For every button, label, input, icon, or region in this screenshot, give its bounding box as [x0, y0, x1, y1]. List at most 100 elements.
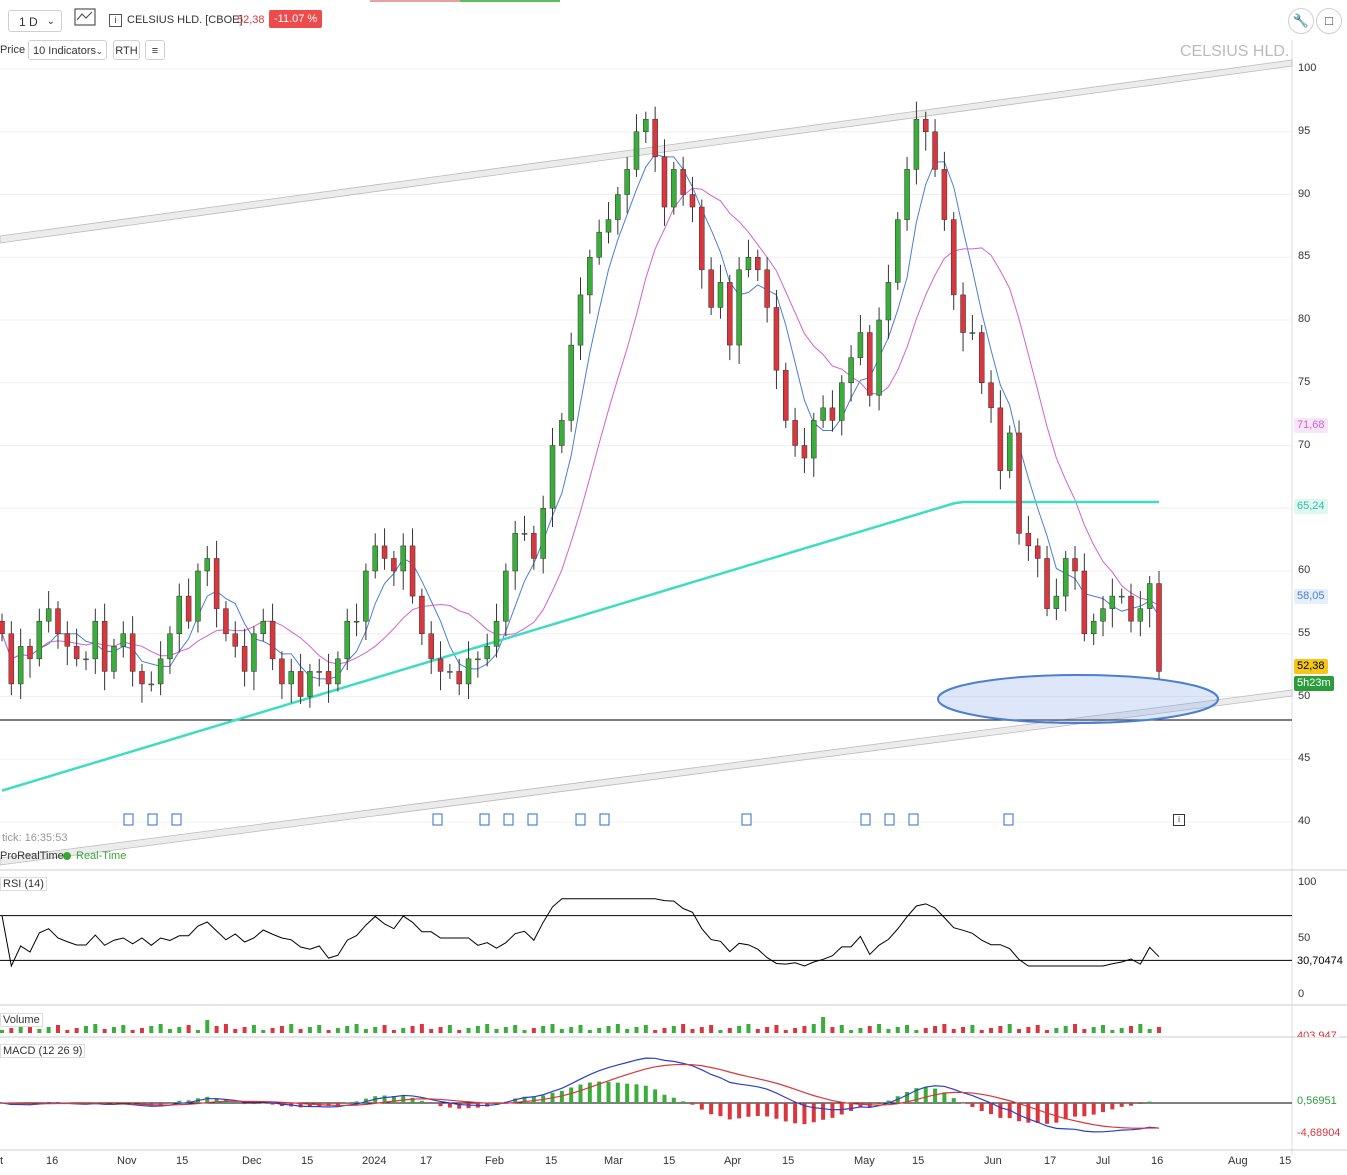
- indicators-label: 10 Indicators: [33, 45, 96, 57]
- macd-histogram-bar: [849, 1103, 854, 1111]
- list-icon[interactable]: ≡: [145, 40, 165, 60]
- candle-body: [1034, 545, 1041, 559]
- volume-bar: [494, 1029, 499, 1033]
- macd-histogram-bar: [1101, 1103, 1106, 1113]
- volume-bar: [737, 1026, 742, 1033]
- macd-histogram-bar: [774, 1103, 779, 1119]
- volume-bar: [121, 1025, 126, 1033]
- y-tick-label: 75: [1298, 375, 1311, 388]
- volume-bar: [559, 1029, 564, 1033]
- candle-body: [344, 620, 350, 660]
- candle-body: [1044, 558, 1050, 609]
- feed-status: Real-Time: [76, 850, 127, 862]
- macd-histogram-bar: [438, 1103, 443, 1107]
- candle-body: [829, 407, 836, 421]
- change-badge: -11.07 %: [269, 10, 323, 28]
- macd-histogram-bar: [447, 1103, 452, 1108]
- volume-bar: [55, 1025, 60, 1033]
- news-icon: [575, 813, 586, 826]
- macd-histogram-bar: [1119, 1103, 1124, 1107]
- macd-histogram-bar: [55, 1102, 60, 1103]
- candle-body: [1090, 620, 1097, 635]
- volume-bar: [933, 1026, 938, 1033]
- news-icon: [599, 813, 610, 826]
- macd-histogram-bar: [550, 1092, 555, 1103]
- candle-body: [101, 620, 108, 672]
- volume-bar: [37, 1029, 42, 1033]
- macd-histogram-bar: [195, 1098, 200, 1103]
- macd-histogram-bar: [382, 1095, 387, 1103]
- news-icon: [527, 813, 538, 826]
- volume-bar: [634, 1027, 639, 1033]
- info-square-icon[interactable]: i: [1173, 814, 1185, 826]
- x-tick-label: Apr: [724, 1155, 742, 1167]
- candle-body: [783, 369, 789, 421]
- macd-histogram-bar: [335, 1103, 340, 1105]
- candle-body: [148, 683, 155, 686]
- indicators-select[interactable]: 10 Indicators ⌄: [28, 40, 107, 60]
- candle-body: [111, 646, 117, 672]
- candle-body: [755, 257, 761, 271]
- volume-bar: [158, 1024, 163, 1033]
- macd-histogram-bar: [102, 1103, 107, 1104]
- candle-body: [64, 633, 71, 647]
- volume-bar: [9, 1028, 14, 1033]
- candle-body: [1128, 595, 1134, 622]
- info-icon[interactable]: i: [109, 14, 122, 27]
- candle-body: [913, 118, 920, 170]
- volume-bar: [839, 1025, 844, 1033]
- timeframe-select[interactable]: 1 D ⌄: [8, 10, 62, 32]
- candle-body: [27, 646, 33, 660]
- volume-bar: [569, 1027, 574, 1033]
- ma-pink-tag: 71,68: [1294, 418, 1328, 433]
- macd-histogram-bar: [1091, 1103, 1096, 1115]
- price-button[interactable]: Price: [0, 44, 26, 56]
- volume-bar: [429, 1029, 434, 1033]
- x-tick-label: 15: [176, 1155, 189, 1167]
- candle-body: [857, 332, 864, 358]
- volume-bar: [289, 1024, 294, 1033]
- volume-bar: [457, 1030, 462, 1033]
- macd-histogram-bar: [457, 1103, 462, 1109]
- volume-bar: [242, 1027, 247, 1033]
- volume-bar: [1110, 1030, 1115, 1033]
- macd-histogram-bar: [251, 1103, 256, 1105]
- x-tick-label: Aug: [1228, 1155, 1248, 1167]
- macd-histogram-bar: [1054, 1103, 1059, 1123]
- candle-body: [176, 595, 183, 634]
- maximize-icon[interactable]: □: [1316, 8, 1342, 34]
- candle-body: [950, 219, 957, 296]
- macd-histogram-bar: [933, 1088, 938, 1103]
- chart-type-icon[interactable]: [72, 8, 98, 34]
- macd-histogram-bar: [587, 1082, 592, 1103]
- instrument-name[interactable]: CELSIUS HLD. [CBOE]: [127, 14, 243, 26]
- volume-bar: [587, 1030, 592, 1033]
- candle-body: [549, 445, 556, 509]
- candle-body: [633, 131, 640, 170]
- status-dot-icon: [63, 852, 71, 860]
- candle-body: [1100, 608, 1106, 622]
- volume-bar: [895, 1027, 900, 1033]
- volume-bar: [223, 1024, 228, 1033]
- x-tick-label: 16: [46, 1155, 59, 1167]
- volume-bar: [46, 1027, 51, 1033]
- volume-bar: [1082, 1029, 1087, 1033]
- candle-body: [316, 671, 322, 673]
- volume-bar: [270, 1028, 275, 1033]
- candle-body: [36, 620, 43, 660]
- volume-bar: [615, 1024, 620, 1033]
- upper-trendline: [0, 59, 1293, 244]
- volume-bar: [261, 1030, 266, 1033]
- candle-body: [559, 420, 565, 446]
- rth-button[interactable]: RTH: [113, 40, 140, 60]
- candle-body: [251, 633, 257, 672]
- macd-histogram-bar: [401, 1095, 406, 1103]
- macd-histogram-bar: [149, 1103, 154, 1106]
- macd-histogram-bar: [205, 1096, 210, 1103]
- volume-bar: [578, 1025, 583, 1033]
- volume-bar: [802, 1026, 807, 1033]
- candle-body: [185, 595, 192, 622]
- wrench-icon[interactable]: 🔧: [1288, 8, 1314, 34]
- news-icon: [860, 813, 871, 826]
